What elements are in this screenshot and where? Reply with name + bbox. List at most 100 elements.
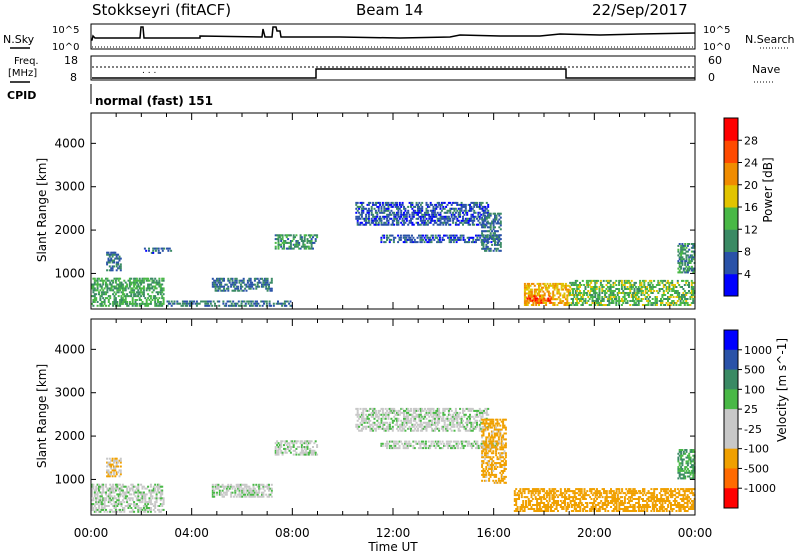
echo-cell	[296, 240, 299, 242]
echo-cell	[149, 483, 152, 486]
echo-cell	[452, 440, 455, 443]
echo-cell	[647, 302, 650, 304]
echo-cell	[647, 304, 650, 306]
echo-cell	[387, 219, 390, 222]
echo-cell	[111, 255, 114, 258]
echo-cell	[106, 457, 109, 460]
echo-cell	[91, 285, 93, 288]
echo-cell	[381, 211, 384, 214]
echo-cell	[307, 440, 310, 443]
echo-cell	[483, 205, 485, 208]
echo-cell	[300, 238, 303, 241]
echo-cell	[133, 302, 136, 305]
echo-cell	[256, 491, 259, 494]
echo-cell	[439, 217, 442, 220]
echo-cell	[590, 288, 593, 290]
echo-cell	[370, 213, 373, 216]
echo-cell	[681, 256, 684, 259]
echo-cell	[640, 284, 643, 286]
echo-cell	[372, 203, 375, 206]
echo-cell	[464, 407, 467, 410]
echo-cell	[148, 285, 151, 288]
echo-cell	[485, 479, 488, 482]
echo-cell	[421, 213, 424, 216]
echo-cell	[117, 483, 120, 486]
echo-cell	[651, 298, 654, 300]
echo-cell	[144, 487, 147, 490]
echo-cell	[678, 271, 681, 274]
echo-cell	[113, 301, 116, 303]
echo-cell	[629, 290, 632, 292]
echo-cell	[121, 297, 124, 300]
echo-cell	[253, 279, 256, 282]
echo-cell	[486, 422, 489, 425]
echo-cell	[135, 287, 138, 290]
echo-cell	[500, 442, 503, 445]
echo-cell	[418, 211, 421, 214]
echo-cell	[388, 217, 391, 220]
echo-cell	[159, 495, 162, 498]
echo-cell	[676, 279, 679, 282]
echo-cell	[520, 508, 523, 510]
echo-cell	[380, 219, 383, 222]
echo-cell	[465, 241, 468, 244]
echo-cell	[114, 281, 117, 284]
echo-cell	[251, 489, 254, 492]
echo-cell	[157, 301, 159, 303]
echo-cell	[298, 243, 301, 246]
echo-cell	[256, 281, 259, 284]
echo-cell	[639, 284, 642, 286]
echo-cell	[227, 483, 230, 486]
echo-cell	[502, 477, 505, 480]
echo-cell	[502, 442, 505, 445]
echo-cell	[424, 442, 427, 445]
echo-cell	[629, 304, 632, 306]
echo-cell	[422, 421, 425, 424]
echo-cell	[476, 415, 478, 418]
echo-cell	[490, 436, 493, 439]
echo-cell	[608, 302, 611, 304]
echo-cell	[668, 281, 671, 284]
echo-cell	[356, 415, 359, 418]
echo-cell	[116, 483, 119, 486]
echo-cell	[245, 485, 248, 488]
echo-cell	[498, 218, 501, 221]
echo-cell	[454, 447, 457, 450]
echo-cell	[622, 300, 625, 302]
echo-cell	[440, 417, 443, 420]
echo-cell	[434, 440, 437, 443]
echo-cell	[523, 288, 526, 291]
echo-cell	[147, 293, 150, 296]
echo-cell	[92, 295, 95, 298]
echo-cell	[456, 203, 459, 206]
echo-cell	[239, 485, 242, 488]
echo-cell	[522, 502, 525, 504]
echo-cell	[630, 279, 633, 282]
echo-cell	[92, 497, 95, 500]
echo-cell	[244, 283, 247, 286]
echo-cell	[113, 291, 116, 294]
echo-cell	[425, 423, 428, 426]
echo-cell	[113, 505, 116, 507]
echo-cell	[107, 499, 110, 502]
echo-cell	[380, 223, 383, 226]
echo-cell	[499, 212, 502, 215]
echo-cell	[436, 415, 439, 418]
echo-cell	[457, 207, 460, 210]
echo-cell	[496, 458, 499, 461]
echo-cell	[197, 302, 200, 305]
echo-cell	[481, 422, 484, 425]
echo-cell	[490, 440, 493, 443]
echo-cell	[412, 447, 415, 450]
echo-cell	[386, 219, 389, 222]
echo-cell	[381, 215, 384, 218]
echo-cell	[543, 297, 546, 300]
echo-cell	[497, 462, 500, 465]
echo-cell	[572, 290, 574, 292]
echo-cell	[235, 302, 237, 305]
echo-cell	[453, 417, 456, 420]
echo-cell	[620, 286, 623, 288]
echo-cell	[692, 258, 695, 261]
echo-cell	[460, 203, 463, 206]
echo-cell	[606, 281, 609, 284]
